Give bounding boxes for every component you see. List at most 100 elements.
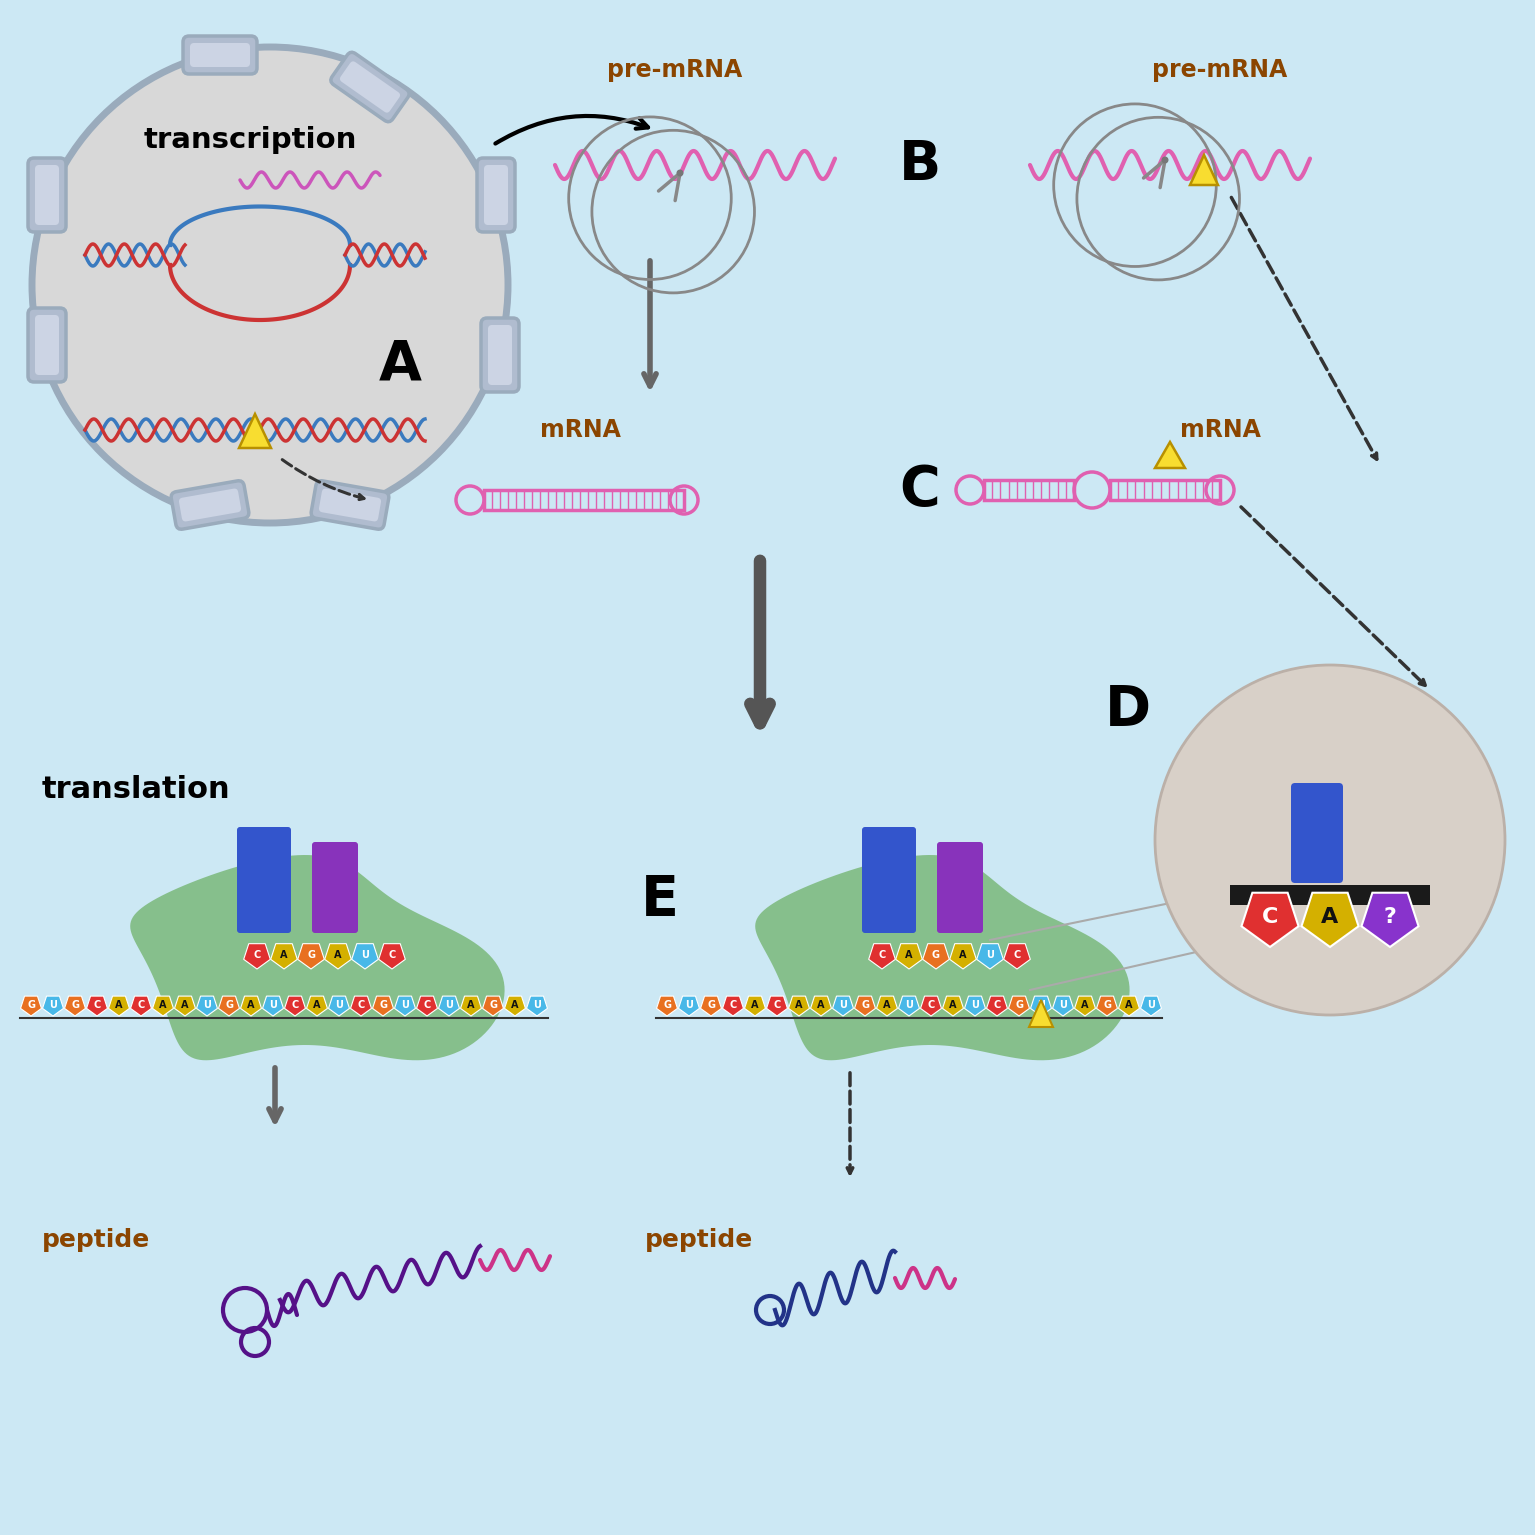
Polygon shape [876, 996, 898, 1016]
Polygon shape [218, 996, 239, 1016]
Text: G: G [28, 999, 35, 1010]
Text: ?: ? [1383, 907, 1397, 927]
FancyBboxPatch shape [183, 35, 256, 74]
Text: A: A [247, 999, 255, 1010]
Text: U: U [533, 999, 540, 1010]
Polygon shape [20, 996, 41, 1016]
Text: G: G [490, 999, 497, 1010]
Polygon shape [175, 996, 195, 1016]
FancyBboxPatch shape [28, 309, 66, 382]
FancyBboxPatch shape [28, 158, 66, 232]
Text: U: U [906, 999, 913, 1010]
Text: G: G [1104, 999, 1111, 1010]
Polygon shape [284, 996, 305, 1016]
FancyBboxPatch shape [180, 488, 241, 522]
Text: G: G [226, 999, 233, 1010]
Text: G: G [861, 999, 869, 1010]
Text: A: A [281, 950, 287, 959]
Polygon shape [896, 944, 923, 969]
Polygon shape [921, 996, 941, 1016]
Polygon shape [1096, 996, 1117, 1016]
Polygon shape [416, 996, 437, 1016]
Text: U: U [1038, 999, 1045, 1010]
Polygon shape [1030, 996, 1051, 1016]
Text: transcription: transcription [143, 126, 356, 154]
Polygon shape [1004, 944, 1030, 969]
Text: pre-mRNA: pre-mRNA [608, 58, 743, 81]
Text: A: A [181, 999, 189, 1010]
Polygon shape [1028, 999, 1053, 1027]
Polygon shape [244, 944, 270, 969]
Text: pre-mRNA: pre-mRNA [1153, 58, 1288, 81]
Polygon shape [239, 414, 272, 448]
Text: C: C [358, 999, 365, 1010]
FancyBboxPatch shape [312, 480, 388, 530]
Polygon shape [898, 996, 919, 1016]
FancyBboxPatch shape [35, 164, 58, 226]
Text: C: C [900, 464, 941, 517]
Polygon shape [923, 944, 949, 969]
Text: C: C [253, 950, 261, 959]
Text: C: C [1262, 907, 1279, 927]
Polygon shape [1154, 442, 1185, 468]
Text: A: A [959, 950, 967, 959]
Polygon shape [723, 996, 743, 1016]
Polygon shape [86, 996, 107, 1016]
Text: C: C [292, 999, 299, 1010]
FancyBboxPatch shape [170, 480, 249, 530]
Text: C: C [878, 950, 886, 959]
Text: peptide: peptide [645, 1228, 754, 1253]
Text: C: C [424, 999, 431, 1010]
FancyBboxPatch shape [936, 843, 982, 933]
Polygon shape [950, 944, 976, 969]
Text: A: A [379, 338, 422, 391]
Text: U: U [972, 999, 979, 1010]
Text: G: G [663, 999, 671, 1010]
Polygon shape [241, 996, 261, 1016]
Circle shape [677, 170, 683, 177]
Text: mRNA: mRNA [1179, 418, 1260, 442]
Text: A: A [795, 999, 803, 1010]
Polygon shape [1190, 155, 1217, 186]
Text: peptide: peptide [41, 1228, 150, 1253]
Text: A: A [511, 999, 519, 1010]
Polygon shape [657, 996, 677, 1016]
Polygon shape [298, 944, 324, 969]
Bar [984, 480, 1074, 500]
FancyBboxPatch shape [484, 164, 508, 226]
Polygon shape [976, 944, 1004, 969]
FancyBboxPatch shape [477, 158, 516, 232]
Text: U: U [335, 999, 342, 1010]
Polygon shape [109, 996, 129, 1016]
FancyBboxPatch shape [319, 488, 381, 522]
Text: translation: translation [41, 775, 230, 804]
Polygon shape [832, 996, 853, 1016]
Text: C: C [993, 999, 1001, 1010]
Text: C: C [1013, 950, 1021, 959]
Text: C: C [927, 999, 935, 1010]
Polygon shape [1362, 893, 1418, 947]
Text: U: U [203, 999, 210, 1010]
Polygon shape [460, 996, 482, 1016]
Polygon shape [1074, 996, 1096, 1016]
Polygon shape [942, 996, 964, 1016]
Polygon shape [855, 996, 875, 1016]
Text: G: G [932, 950, 939, 959]
Text: U: U [1059, 999, 1067, 1010]
Polygon shape [1242, 893, 1299, 947]
FancyBboxPatch shape [35, 315, 58, 375]
FancyBboxPatch shape [863, 827, 916, 933]
Text: U: U [361, 950, 368, 959]
Polygon shape [810, 996, 832, 1016]
Polygon shape [1302, 893, 1358, 947]
Bar [484, 490, 685, 510]
Polygon shape [678, 996, 700, 1016]
Polygon shape [1008, 996, 1030, 1016]
Text: U: U [49, 999, 57, 1010]
Text: E: E [642, 873, 678, 927]
Text: C: C [137, 999, 144, 1010]
Text: A: A [906, 950, 913, 959]
Polygon shape [196, 996, 218, 1016]
Text: A: A [883, 999, 890, 1010]
Text: A: A [1322, 907, 1339, 927]
